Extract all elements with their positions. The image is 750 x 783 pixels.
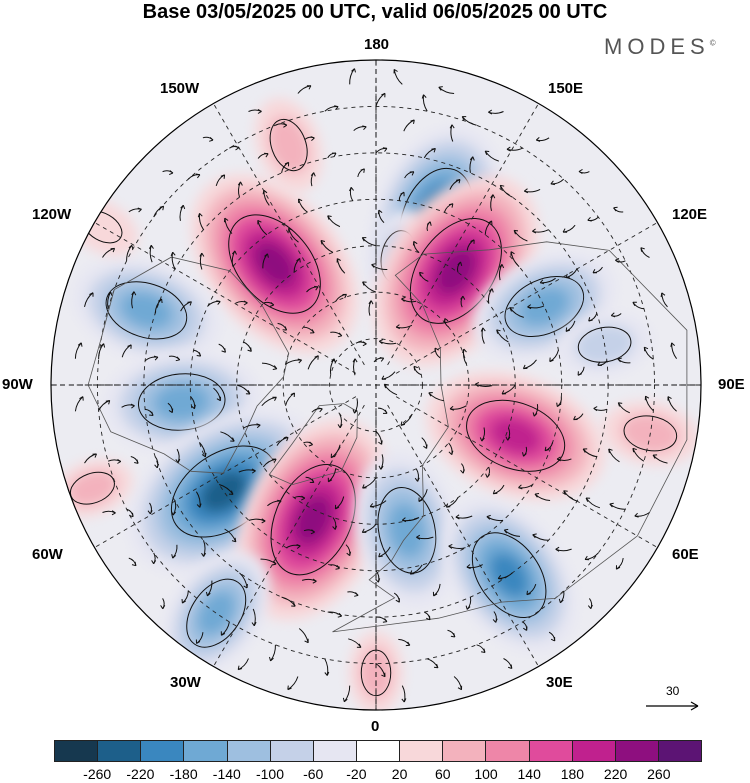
colorbar-tick-label: 260 bbox=[647, 766, 671, 782]
reference-vector-label: 30 bbox=[666, 684, 680, 698]
brand-text: MODES bbox=[604, 34, 710, 59]
colorbar-swatch-0 bbox=[55, 741, 99, 761]
contour-line bbox=[137, 373, 226, 431]
meridian-line bbox=[395, 222, 658, 374]
anomaly-center-11 bbox=[162, 551, 270, 676]
anomaly-center-2 bbox=[191, 174, 358, 354]
colorbar-swatch-2 bbox=[141, 741, 185, 761]
meridian-line bbox=[395, 396, 658, 548]
lon-label-150e: 150E bbox=[548, 80, 584, 97]
lon-label-120e: 120E bbox=[672, 206, 708, 223]
colorbar-swatch-6 bbox=[313, 741, 357, 761]
contour-line bbox=[623, 415, 678, 452]
lon-label-90w: 90W bbox=[2, 376, 33, 393]
colorbar-tick-label: 140 bbox=[517, 766, 541, 782]
colorbar-tick-label: -60 bbox=[303, 766, 324, 782]
meridian-line bbox=[94, 222, 357, 374]
arrow-right-icon bbox=[646, 701, 699, 711]
lon-label-30e: 30E bbox=[546, 674, 573, 691]
modes-logo: MODES© bbox=[604, 34, 716, 60]
anomaly-center-3 bbox=[255, 98, 323, 192]
colorbar-tick-label: 100 bbox=[474, 766, 498, 782]
colorbar-swatch-12 bbox=[572, 741, 616, 761]
anomaly-center-10 bbox=[236, 419, 390, 621]
contour-line bbox=[504, 276, 585, 337]
colorbar-tick-label: 60 bbox=[435, 766, 451, 782]
meridian-line bbox=[387, 103, 539, 366]
colorbar-swatch-8 bbox=[400, 741, 444, 761]
lon-label-60e: 60E bbox=[672, 546, 699, 563]
meridian-line bbox=[387, 404, 539, 667]
colorbar-tick-label: 180 bbox=[560, 766, 585, 782]
colorbar-tick-label: -140 bbox=[212, 766, 241, 782]
colorbar-tick-label: -100 bbox=[255, 766, 285, 782]
colorbar-tick-label: 20 bbox=[391, 766, 408, 782]
lon-label-150w: 150W bbox=[160, 80, 200, 97]
colorbar-tick-label: -20 bbox=[346, 766, 367, 782]
colorbar-swatch-10 bbox=[486, 741, 530, 761]
contour-line bbox=[466, 399, 566, 472]
meridian-line bbox=[213, 103, 365, 366]
coastline-2 bbox=[268, 403, 358, 486]
contour-line bbox=[577, 326, 632, 363]
colorbar-swatch-14 bbox=[658, 741, 702, 761]
colorbar-swatch-9 bbox=[443, 741, 487, 761]
coastline-0 bbox=[87, 256, 290, 474]
contour-line bbox=[105, 281, 188, 340]
contour-line bbox=[377, 487, 437, 574]
lon-label-0: 0 bbox=[371, 718, 380, 735]
copyright-mark: © bbox=[709, 38, 716, 48]
lon-label-30w: 30W bbox=[170, 674, 201, 691]
colorbar-tick-label: -180 bbox=[169, 766, 198, 782]
anomaly-center-7 bbox=[72, 258, 220, 363]
contour-line bbox=[471, 532, 547, 619]
wind-vectors bbox=[74, 68, 678, 703]
lon-label-90e: 90E bbox=[718, 376, 745, 393]
colorbar-swatch-7 bbox=[356, 741, 401, 761]
lon-label-60w: 60W bbox=[32, 546, 63, 563]
lon-label-120w: 120W bbox=[32, 206, 72, 223]
chart-title: Base 03/05/2025 00 UTC, valid 06/05/2025… bbox=[142, 1, 608, 23]
map-border bbox=[50, 59, 702, 711]
colorbar-tick-label: -220 bbox=[126, 766, 155, 782]
colorbar-swatch-13 bbox=[615, 741, 659, 761]
contour-line bbox=[228, 214, 321, 314]
colorbar-ticks: -260 -220 -180 -140 -100 -60 -20 20 60 100 140 180 2… bbox=[0, 766, 750, 782]
colorbar-swatch-3 bbox=[184, 741, 228, 761]
colorbar-swatch-4 bbox=[227, 741, 271, 761]
colorbar-tick-label: -260 bbox=[83, 766, 112, 782]
colorbar-swatch-5 bbox=[270, 741, 314, 761]
anomaly-center-14 bbox=[426, 371, 606, 501]
colorbar-swatch-11 bbox=[529, 741, 573, 761]
meridian-line bbox=[94, 396, 357, 548]
coastline-1 bbox=[332, 241, 688, 633]
colorbar-tick-label: 220 bbox=[603, 766, 628, 782]
lon-label-180: 180 bbox=[364, 36, 390, 53]
colorbar-swatch-1 bbox=[98, 741, 142, 761]
colorbar bbox=[54, 740, 702, 762]
anomaly-center-12 bbox=[354, 452, 460, 609]
